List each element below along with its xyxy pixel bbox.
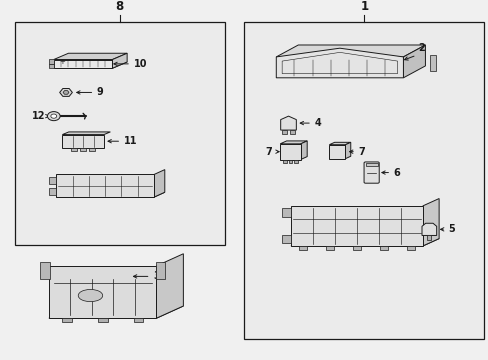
Polygon shape bbox=[54, 59, 112, 68]
Polygon shape bbox=[280, 144, 300, 159]
Polygon shape bbox=[282, 235, 290, 243]
Text: 9: 9 bbox=[97, 87, 103, 98]
Polygon shape bbox=[71, 148, 77, 151]
Polygon shape bbox=[40, 262, 50, 279]
Polygon shape bbox=[345, 142, 350, 159]
Polygon shape bbox=[421, 223, 436, 235]
FancyBboxPatch shape bbox=[363, 162, 379, 183]
Polygon shape bbox=[56, 175, 154, 197]
Polygon shape bbox=[300, 141, 306, 159]
Polygon shape bbox=[427, 235, 430, 240]
Text: 4: 4 bbox=[314, 118, 321, 128]
FancyBboxPatch shape bbox=[15, 22, 224, 245]
Circle shape bbox=[51, 114, 57, 118]
Polygon shape bbox=[62, 132, 110, 135]
Polygon shape bbox=[56, 192, 164, 197]
Polygon shape bbox=[98, 318, 107, 322]
Polygon shape bbox=[422, 198, 438, 246]
Polygon shape bbox=[112, 53, 127, 68]
Polygon shape bbox=[329, 142, 350, 145]
Polygon shape bbox=[379, 246, 387, 250]
Text: 6: 6 bbox=[393, 167, 400, 177]
Polygon shape bbox=[80, 148, 86, 151]
Text: 11: 11 bbox=[123, 136, 137, 146]
Polygon shape bbox=[290, 206, 422, 246]
Polygon shape bbox=[62, 318, 72, 322]
Polygon shape bbox=[282, 208, 290, 217]
Polygon shape bbox=[293, 159, 297, 163]
Polygon shape bbox=[54, 53, 127, 59]
Text: 3: 3 bbox=[153, 271, 160, 282]
Polygon shape bbox=[289, 130, 294, 134]
Text: 1: 1 bbox=[360, 0, 367, 13]
Polygon shape bbox=[49, 266, 156, 318]
Polygon shape bbox=[155, 262, 165, 279]
Polygon shape bbox=[403, 45, 425, 78]
Polygon shape bbox=[154, 170, 164, 197]
Text: 7: 7 bbox=[358, 147, 365, 157]
Polygon shape bbox=[406, 246, 414, 250]
Polygon shape bbox=[325, 246, 333, 250]
Polygon shape bbox=[290, 239, 438, 246]
Text: 10: 10 bbox=[133, 59, 147, 69]
FancyBboxPatch shape bbox=[365, 163, 377, 166]
Polygon shape bbox=[60, 89, 72, 96]
Circle shape bbox=[47, 112, 60, 121]
Polygon shape bbox=[280, 141, 306, 144]
Polygon shape bbox=[54, 62, 127, 68]
Polygon shape bbox=[49, 188, 56, 195]
FancyBboxPatch shape bbox=[244, 22, 483, 339]
Ellipse shape bbox=[78, 289, 102, 302]
Text: 2: 2 bbox=[417, 43, 424, 53]
Polygon shape bbox=[49, 59, 54, 64]
Text: +: + bbox=[60, 59, 65, 65]
Text: 5: 5 bbox=[447, 224, 454, 234]
Polygon shape bbox=[288, 159, 292, 163]
Polygon shape bbox=[299, 246, 306, 250]
Polygon shape bbox=[49, 64, 54, 68]
Polygon shape bbox=[282, 130, 286, 134]
Polygon shape bbox=[280, 116, 296, 130]
Polygon shape bbox=[49, 177, 56, 184]
Text: 7: 7 bbox=[265, 147, 272, 157]
Polygon shape bbox=[62, 135, 104, 148]
Polygon shape bbox=[156, 254, 183, 318]
Polygon shape bbox=[283, 159, 287, 163]
Polygon shape bbox=[133, 318, 143, 322]
Polygon shape bbox=[49, 306, 183, 318]
Polygon shape bbox=[429, 55, 435, 71]
Polygon shape bbox=[329, 145, 345, 159]
Text: 12: 12 bbox=[32, 111, 45, 121]
Polygon shape bbox=[276, 48, 403, 78]
Polygon shape bbox=[352, 246, 360, 250]
Polygon shape bbox=[63, 91, 69, 94]
Polygon shape bbox=[89, 148, 95, 151]
Polygon shape bbox=[276, 45, 425, 57]
Text: 8: 8 bbox=[116, 0, 123, 13]
